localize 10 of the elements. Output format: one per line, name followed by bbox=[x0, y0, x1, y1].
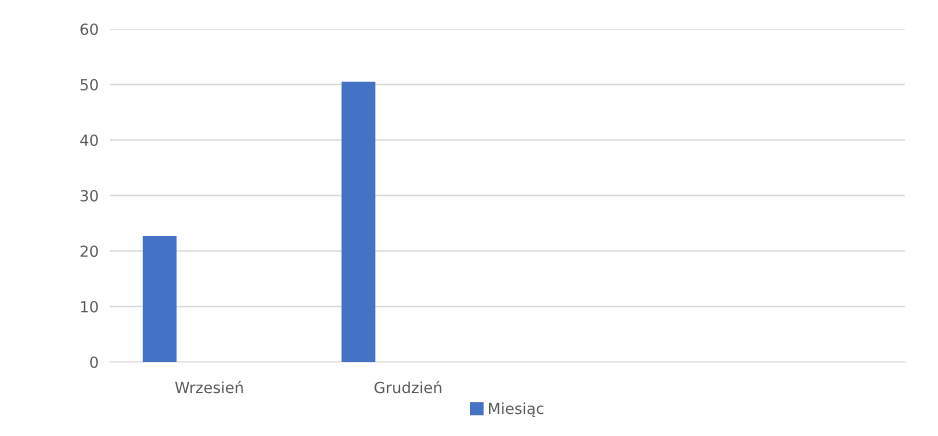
y-tick-label: 40 bbox=[80, 134, 98, 146]
x-tick-label: Grudzień bbox=[374, 380, 442, 394]
y-tick-label: 0 bbox=[90, 356, 98, 368]
x-tick-label: Wrzesień bbox=[175, 380, 243, 394]
y-tick-label: 30 bbox=[80, 190, 98, 202]
y-tick-label: 10 bbox=[81, 300, 98, 313]
legend-label: Miesiąc bbox=[489, 402, 544, 417]
y-tick-label: 20 bbox=[80, 245, 98, 258]
y-tick-label: 50 bbox=[80, 78, 98, 91]
y-tick-label: 60 bbox=[80, 23, 98, 36]
